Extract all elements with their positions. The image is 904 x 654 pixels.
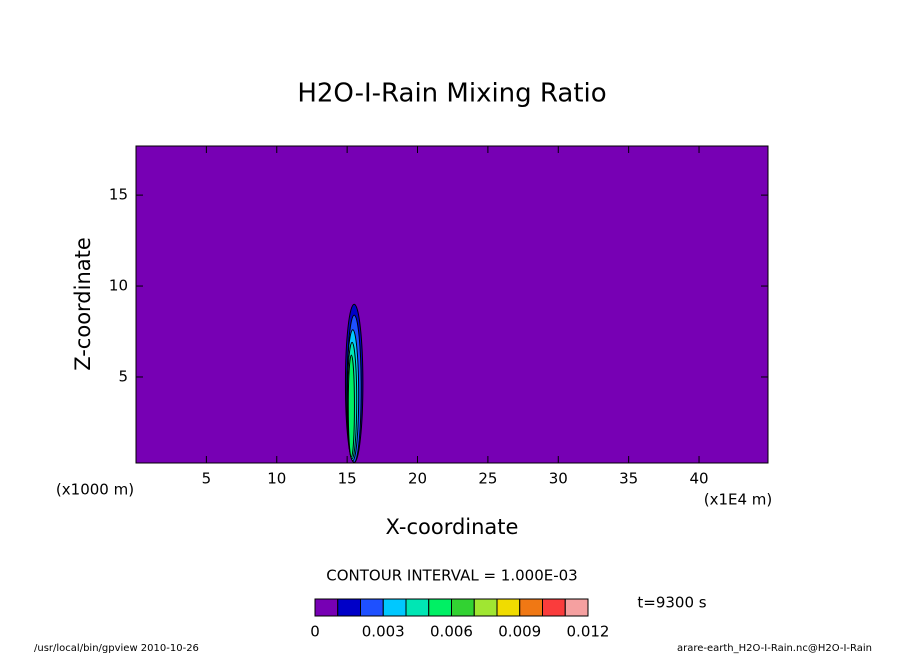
colorbar-box (564, 598, 589, 617)
plot-area (136, 146, 768, 463)
contour-region (347, 354, 355, 458)
colorbar-box (337, 598, 361, 617)
contour-interval: CONTOUR INTERVAL = 1.000E-03 (326, 567, 577, 585)
plot-frame (135, 145, 769, 464)
x-axis-label: X-coordinate (386, 515, 519, 539)
x-tick-label: 35 (619, 470, 638, 488)
time-label: t=9300 s (637, 594, 706, 612)
x-tick-label: 25 (478, 470, 497, 488)
colorbar-label: 0.009 (498, 623, 541, 641)
footer-right: arare-earth_H2O-I-Rain.nc@H2O-I-Rain (677, 643, 872, 654)
colorbar-label: 0.003 (362, 623, 405, 641)
colorbar-label: 0.006 (430, 623, 473, 641)
x-tick-label: 10 (267, 470, 286, 488)
colorbar-box (542, 598, 566, 617)
background-field (136, 146, 768, 463)
colorbar-box (360, 598, 384, 617)
y-tick-label: 10 (109, 277, 128, 295)
x-tick-label: 20 (408, 470, 427, 488)
colorbar-box (405, 598, 430, 617)
x-tick-label: 15 (338, 470, 357, 488)
colorbar-box (428, 598, 452, 617)
chart-title: H2O-I-Rain Mixing Ratio (297, 79, 606, 109)
x-tick-label: 30 (549, 470, 568, 488)
y-tick-label: 15 (109, 186, 128, 204)
colorbar-box (314, 598, 339, 617)
y-tick-label: 5 (118, 367, 128, 385)
colorbar-box (519, 598, 543, 617)
colorbar-box (473, 598, 498, 617)
colorbar-box (451, 598, 475, 617)
footer-left: /usr/local/bin/gpview 2010-10-26 (34, 643, 199, 654)
y-axis-label: Z-coordinate (71, 237, 95, 371)
y-unit: (x1000 m) (56, 481, 134, 499)
colorbar-box (382, 598, 407, 617)
colorbar-box (496, 598, 521, 617)
colorbar-label: 0 (310, 623, 320, 641)
x-unit: (x1E4 m) (704, 491, 773, 509)
x-tick-label: 5 (202, 470, 212, 488)
x-tick-label: 40 (689, 470, 708, 488)
colorbar-label: 0.012 (567, 623, 610, 641)
